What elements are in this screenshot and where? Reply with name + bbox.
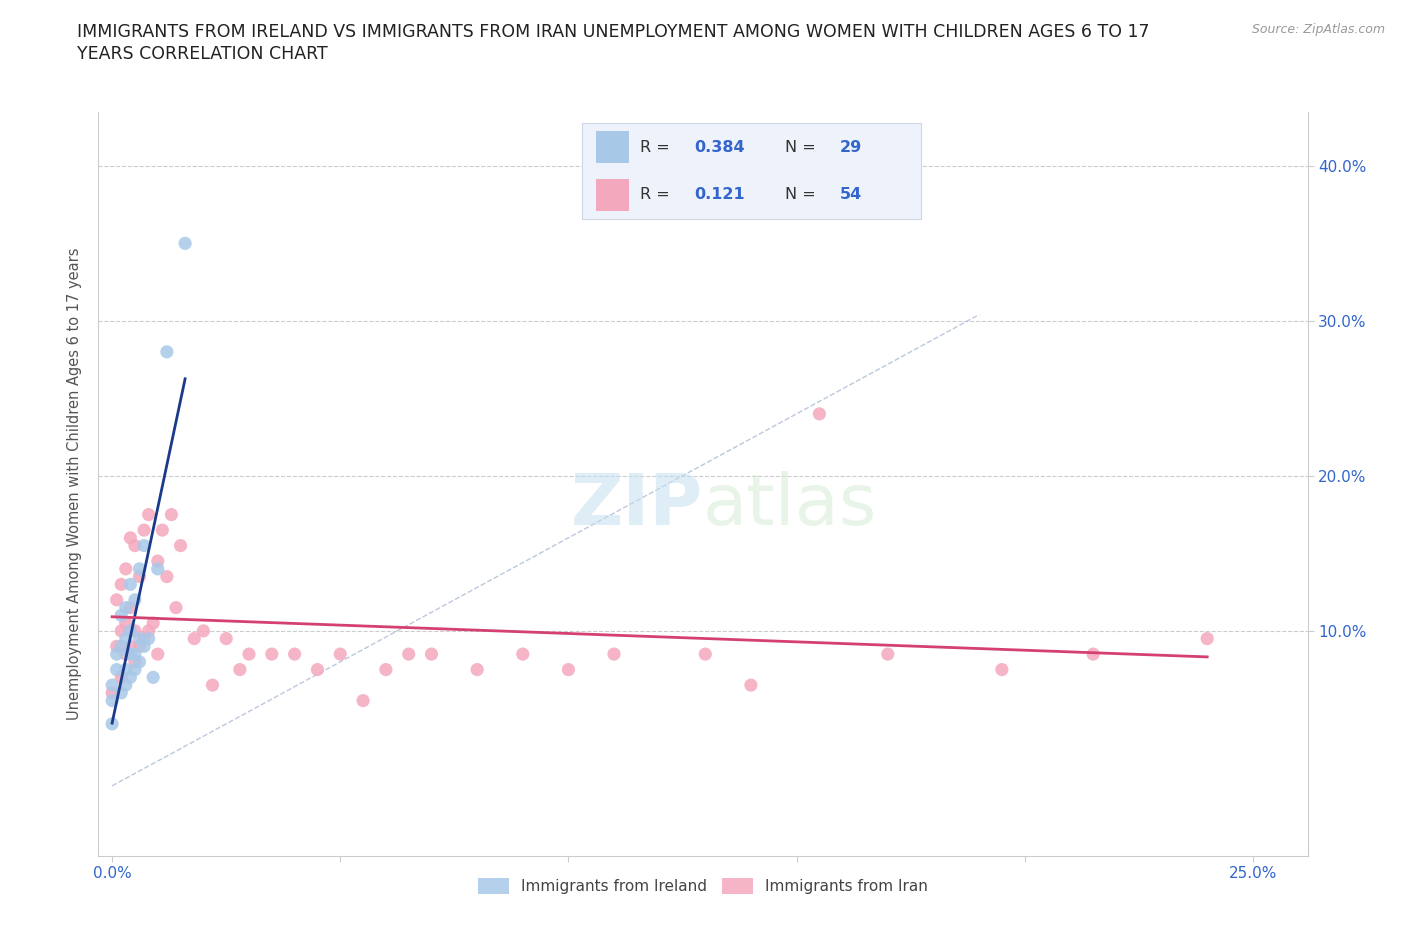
- Point: [110, 639, 132, 654]
- Point: [183, 631, 205, 646]
- Point: [114, 616, 136, 631]
- Point: [142, 616, 165, 631]
- Point: [169, 538, 191, 553]
- Point: [105, 662, 128, 677]
- Point: [260, 646, 283, 661]
- Point: [138, 507, 160, 522]
- Point: [124, 655, 146, 670]
- Text: YEARS CORRELATION CHART: YEARS CORRELATION CHART: [77, 45, 328, 62]
- Point: [165, 600, 187, 615]
- Point: [110, 608, 132, 623]
- Legend: Immigrants from Ireland, Immigrants from Iran: Immigrants from Ireland, Immigrants from…: [472, 871, 934, 900]
- Point: [124, 592, 146, 607]
- Point: [557, 662, 579, 677]
- Point: [114, 600, 136, 615]
- Point: [114, 646, 136, 661]
- Point: [156, 569, 179, 584]
- Point: [132, 639, 155, 654]
- Point: [110, 670, 132, 684]
- Point: [128, 569, 150, 584]
- Point: [740, 678, 762, 693]
- Point: [128, 655, 150, 670]
- Point: [138, 631, 160, 646]
- Point: [110, 623, 132, 638]
- Point: [160, 507, 183, 522]
- Point: [808, 406, 831, 421]
- Point: [1197, 631, 1219, 646]
- Point: [114, 631, 136, 646]
- Point: [105, 592, 128, 607]
- Point: [156, 344, 179, 359]
- Point: [120, 600, 142, 615]
- Text: atlas: atlas: [703, 472, 877, 540]
- Point: [132, 631, 155, 646]
- Point: [114, 678, 136, 693]
- Text: ZIP: ZIP: [571, 472, 703, 540]
- Point: [201, 678, 224, 693]
- Point: [101, 693, 124, 708]
- Point: [420, 646, 443, 661]
- Point: [128, 639, 150, 654]
- Point: [991, 662, 1014, 677]
- Point: [105, 639, 128, 654]
- Point: [193, 623, 215, 638]
- Point: [465, 662, 488, 677]
- Point: [120, 670, 142, 684]
- Text: Source: ZipAtlas.com: Source: ZipAtlas.com: [1251, 23, 1385, 36]
- Point: [128, 562, 150, 577]
- Point: [374, 662, 396, 677]
- Point: [114, 562, 136, 577]
- Point: [146, 646, 169, 661]
- Point: [603, 646, 626, 661]
- Point: [120, 577, 142, 591]
- Point: [229, 662, 252, 677]
- Point: [174, 236, 197, 251]
- Point: [352, 693, 374, 708]
- Point: [876, 646, 898, 661]
- Point: [101, 685, 124, 700]
- Point: [120, 639, 142, 654]
- Point: [124, 662, 146, 677]
- Point: [695, 646, 717, 661]
- Point: [124, 646, 146, 661]
- Point: [398, 646, 420, 661]
- Point: [128, 631, 150, 646]
- Point: [142, 670, 165, 684]
- Point: [307, 662, 329, 677]
- Point: [150, 523, 173, 538]
- Point: [105, 646, 128, 661]
- Point: [512, 646, 534, 661]
- Point: [120, 623, 142, 638]
- Point: [238, 646, 260, 661]
- Text: IMMIGRANTS FROM IRELAND VS IMMIGRANTS FROM IRAN UNEMPLOYMENT AMONG WOMEN WITH CH: IMMIGRANTS FROM IRELAND VS IMMIGRANTS FR…: [77, 23, 1150, 41]
- Point: [146, 562, 169, 577]
- Point: [132, 538, 155, 553]
- Point: [110, 577, 132, 591]
- Point: [110, 685, 132, 700]
- Point: [124, 538, 146, 553]
- Point: [1081, 646, 1104, 661]
- Point: [120, 646, 142, 661]
- Point: [114, 662, 136, 677]
- Point: [284, 646, 307, 661]
- Point: [329, 646, 352, 661]
- Point: [120, 530, 142, 545]
- Point: [215, 631, 238, 646]
- Point: [124, 623, 146, 638]
- Point: [132, 523, 155, 538]
- Point: [146, 553, 169, 568]
- Point: [101, 678, 124, 693]
- Y-axis label: Unemployment Among Women with Children Ages 6 to 17 years: Unemployment Among Women with Children A…: [67, 247, 83, 720]
- Point: [138, 623, 160, 638]
- Point: [101, 716, 124, 731]
